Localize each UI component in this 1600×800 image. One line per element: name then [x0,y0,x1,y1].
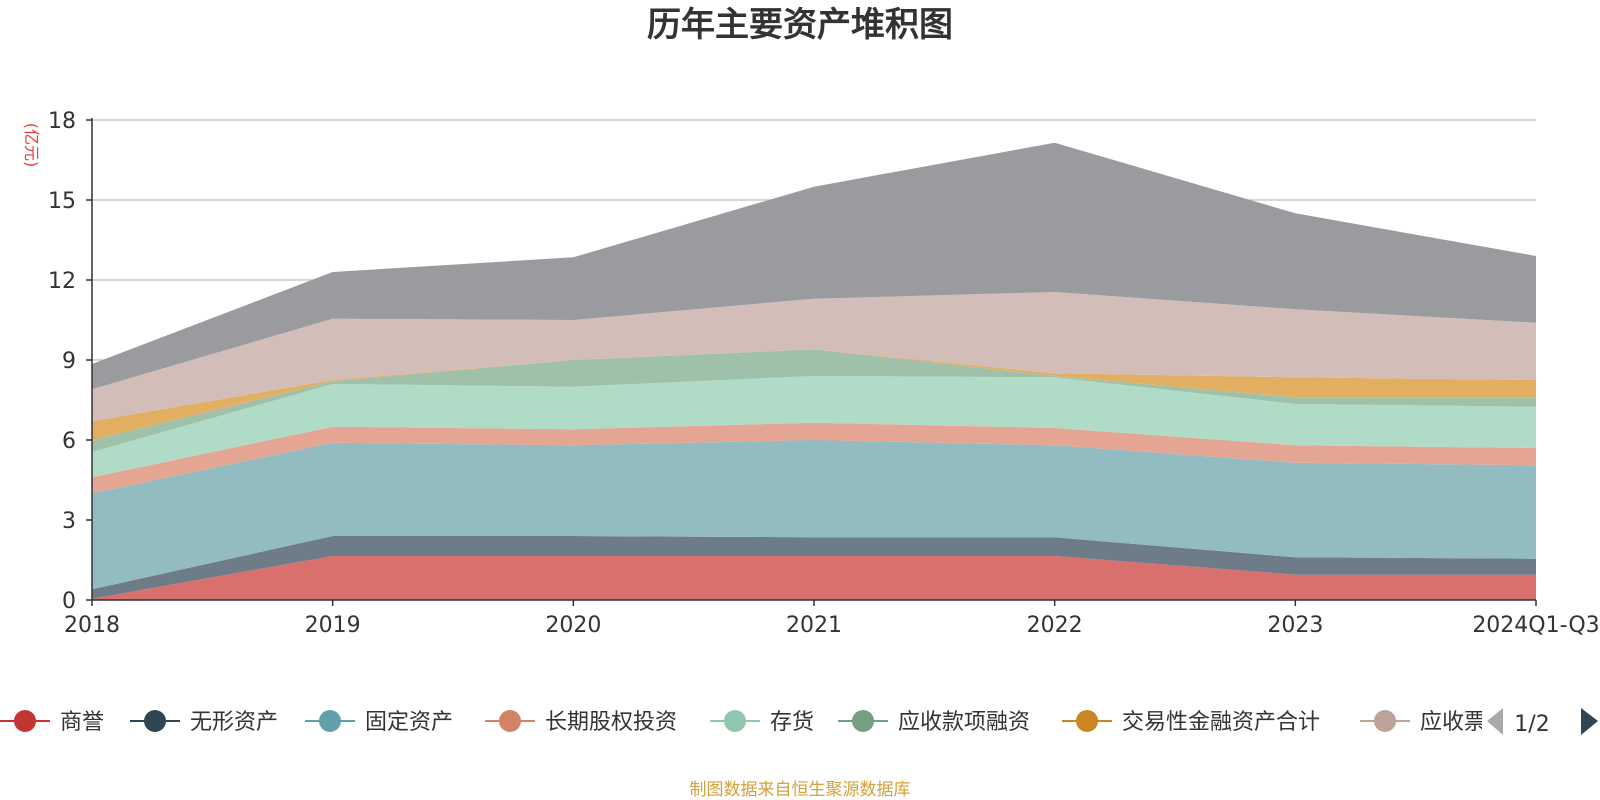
legend-prev-page-icon[interactable] [1487,708,1503,735]
area-series-2 [92,440,1536,590]
area-series-8 [92,142,1536,390]
area-series-7 [92,292,1536,422]
legend-dot-icon [852,710,874,732]
y-tick-label: 12 [48,269,76,294]
area-series-group [92,142,1536,600]
legend-item[interactable]: 应收票据 [1360,710,1508,735]
area-series-1 [92,536,1536,599]
legend-dot-icon [1374,710,1396,732]
chart-title: 历年主要资产堆积图 [647,5,953,45]
area-series-3 [92,422,1536,494]
legend-label: 长期股权投资 [545,710,677,735]
legend: 商誉 无形资产 固定资产 长期股权投资 存货 应收款项融资 交易性金融资产合计 应收票据 [0,710,1508,735]
x-tick-label: 2019 [305,613,361,638]
x-tick-label: 2020 [545,613,601,638]
legend-label: 存货 [770,710,814,735]
legend-label: 固定资产 [365,710,453,735]
legend-item[interactable]: 交易性金融资产合计 [1062,710,1320,735]
legend-label: 应收票据 [1420,710,1508,735]
y-tick-label: 0 [62,589,76,614]
legend-label: 商誉 [60,710,104,735]
x-tick-label: 2023 [1267,613,1323,638]
legend-item[interactable]: 无形资产 [130,710,278,735]
y-tick-label: 3 [62,509,76,534]
legend-item[interactable]: 固定资产 [305,710,453,735]
legend-item[interactable]: 应收款项融资 [838,710,1030,735]
legend-item[interactable]: 存货 [710,710,814,735]
legend-pager: 1/2 [1487,708,1598,737]
legend-dot-icon [319,710,341,732]
legend-dot-icon [14,710,36,732]
x-tick-label: 2024Q1-Q3 [1472,613,1599,638]
legend-dot-icon [144,710,166,732]
y-tick-label: 18 [48,109,76,134]
y-axis-unit-label: (亿元) [22,123,41,168]
area-series-0 [92,556,1536,600]
legend-dot-icon [724,710,746,732]
y-tick-label: 9 [62,349,76,374]
legend-dot-icon [499,710,521,732]
legend-dot-icon [1076,710,1098,732]
area-series-5 [92,349,1536,452]
legend-item[interactable]: 商誉 [0,710,104,735]
legend-page-indicator: 1/2 [1514,712,1549,737]
x-tick-label: 2021 [786,613,842,638]
legend-label: 交易性金融资产合计 [1122,710,1320,735]
y-tick-label: 15 [48,189,76,214]
y-tick-label: 6 [62,429,76,454]
axes: 0 3 6 9 12 15 18 2018 2019 2020 2021 2022 2023 2024Q1… [48,109,1600,638]
area-series-4 [92,376,1536,478]
x-tick-label: 2018 [64,613,120,638]
legend-item[interactable]: 长期股权投资 [485,710,677,735]
legend-label: 应收款项融资 [898,710,1030,735]
legend-label: 无形资产 [190,710,278,735]
source-note: 制图数据来自恒生聚源数据库 [690,780,911,800]
x-tick-label: 2022 [1027,613,1083,638]
legend-next-page-icon[interactable] [1581,708,1598,735]
